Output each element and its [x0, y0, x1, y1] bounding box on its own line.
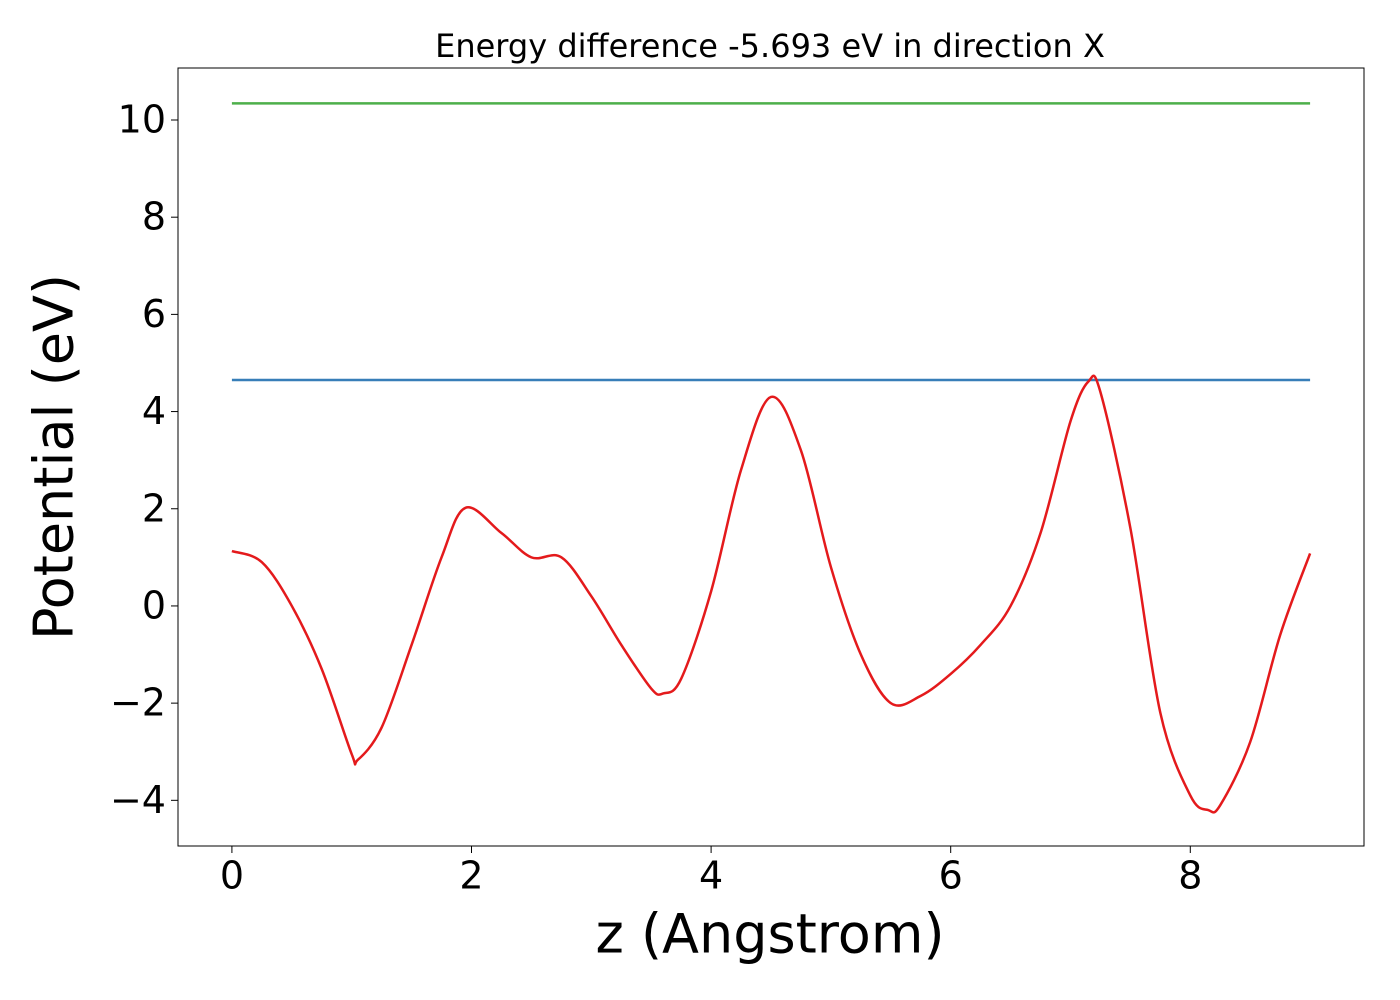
y-tick-label: 6: [142, 292, 166, 336]
y-tick-label: 10: [118, 97, 166, 141]
y-tick-label: 8: [142, 195, 166, 239]
data-line: [231, 374, 1312, 814]
x-tick-label: 0: [220, 854, 244, 898]
y-tick-label: −4: [110, 778, 166, 822]
y-axis-label: Potential (eV): [23, 274, 86, 640]
chart-title: Energy difference -5.693 eV in direction…: [435, 27, 1105, 65]
x-tick-label: 6: [939, 854, 963, 898]
y-tick-label: 4: [142, 389, 166, 433]
x-tick-label: 8: [1178, 854, 1202, 898]
x-axis-label: z (Angstrom): [595, 903, 944, 966]
x-tick-label: 4: [699, 854, 723, 898]
y-tick-label: 2: [142, 486, 166, 530]
y-tick-label: −2: [110, 681, 166, 725]
plot-area: [177, 67, 1365, 847]
y-tick-label: 0: [142, 583, 166, 627]
x-tick-label: 2: [459, 854, 483, 898]
